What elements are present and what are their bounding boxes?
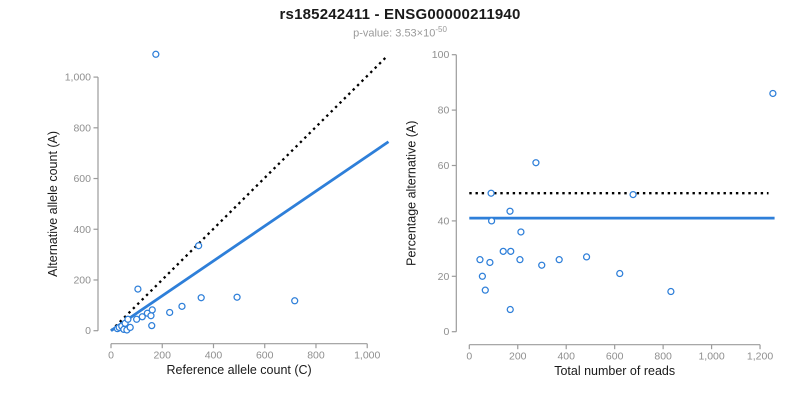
data-point: [291, 297, 299, 305]
y-tick-label: 600: [73, 173, 91, 185]
data-point: [516, 256, 524, 264]
data-point: [148, 306, 156, 314]
data-point: [478, 272, 487, 280]
x-tick-label: 800: [654, 351, 672, 363]
x-tick-label: 0: [466, 351, 472, 363]
data-point: [152, 50, 160, 58]
data-point: [138, 313, 146, 321]
y-axis-title: Alternative allele count (A): [46, 131, 60, 277]
data-point: [506, 305, 514, 314]
y-tick-label: 100: [432, 49, 450, 61]
data-point: [126, 323, 134, 332]
y-tick-label: 20: [438, 271, 450, 283]
data-point: [667, 287, 675, 296]
data-point: [178, 302, 186, 310]
identity-line: [110, 55, 389, 332]
data-point: [134, 285, 142, 293]
pvalue-text: p-value: 3.53×10: [353, 27, 436, 40]
data-point: [132, 315, 141, 323]
pvalue-exponent: -50: [435, 25, 447, 34]
y-tick-label: 40: [438, 215, 450, 227]
chart-subtitle: p-value: 3.53×10-50: [0, 25, 800, 40]
y-tick-label: 400: [73, 224, 91, 236]
data-point: [506, 207, 514, 215]
data-point: [487, 189, 495, 197]
data-point: [481, 286, 489, 294]
data-point: [233, 293, 241, 301]
x-axis-title: Total number of reads: [554, 364, 675, 378]
data-point: [517, 228, 525, 236]
y-tick-label: 0: [443, 326, 449, 338]
x-tick-label: 200: [509, 351, 527, 363]
x-axis-title: Reference allele count (C): [167, 363, 312, 377]
data-point: [148, 322, 156, 330]
data-point: [166, 308, 174, 317]
data-point: [555, 256, 563, 264]
x-tick-label: 600: [606, 351, 624, 363]
x-tick-label: 800: [307, 350, 325, 362]
data-point: [476, 256, 484, 264]
y-tick-label: 200: [73, 274, 91, 286]
data-point: [582, 253, 591, 261]
y-tick-label: 800: [73, 122, 91, 134]
x-tick-label: 1,000: [354, 350, 380, 362]
regression-line: [110, 140, 390, 332]
x-tick-label: 400: [205, 350, 223, 362]
data-point: [486, 258, 494, 267]
x-tick-label: 600: [256, 350, 274, 362]
x-tick-label: 0: [108, 350, 114, 362]
y-tick-label: 80: [438, 105, 450, 117]
x-tick-label: 400: [557, 351, 575, 363]
data-point: [769, 89, 777, 98]
data-point: [195, 242, 203, 250]
data-point: [124, 315, 132, 323]
y-tick-label: 60: [438, 160, 450, 172]
x-tick-label: 200: [153, 350, 171, 362]
data-point: [147, 312, 155, 320]
x-tick-label: 1,000: [698, 351, 724, 363]
y-axis-title: Percentage alternative (A): [404, 121, 418, 266]
data-point: [629, 190, 637, 199]
x-tick-label: 1,200: [747, 351, 773, 363]
data-point: [532, 159, 540, 167]
data-point: [499, 247, 507, 255]
data-point: [487, 217, 496, 225]
data-point: [616, 269, 624, 278]
chart-title: rs185242411 - ENSG00000211940: [279, 6, 521, 23]
data-point: [507, 247, 515, 255]
y-tick-label: 1,000: [65, 72, 91, 84]
data-point: [538, 261, 546, 269]
y-tick-label: 0: [85, 325, 91, 337]
data-point: [197, 294, 205, 302]
